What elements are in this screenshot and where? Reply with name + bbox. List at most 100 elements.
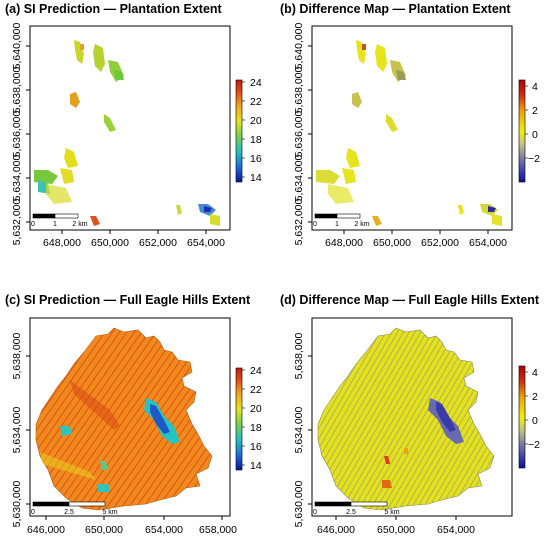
feature <box>100 460 108 470</box>
patch <box>356 40 366 64</box>
patch <box>386 114 398 132</box>
panel-d-scale-bar: 0 2.5 5 km <box>313 501 400 516</box>
patch <box>342 168 356 184</box>
x-tick-label: 654,000 <box>187 237 225 249</box>
legend-tick: 20 <box>250 115 262 127</box>
feature <box>436 402 456 432</box>
scale-label: 2 km <box>354 221 369 228</box>
x-tick-label: 650,000 <box>85 524 123 536</box>
y-tick-label: 5,636,000 <box>293 110 305 157</box>
panel-a-y-axis: 5,640,000 5,638,000 5,636,000 5,634,000 … <box>11 22 30 245</box>
patch <box>210 214 220 226</box>
feature <box>404 448 408 454</box>
panel-d-x-axis: 646,000 650,000 654,000 <box>317 516 475 536</box>
patch <box>64 148 78 168</box>
color-bar <box>518 365 526 469</box>
panel-a-frame <box>29 25 231 231</box>
patch <box>46 184 72 204</box>
feature <box>70 380 120 430</box>
y-tick-label: 5,632,000 <box>293 198 305 245</box>
y-tick-label: 5,634,000 <box>11 154 23 201</box>
y-tick-label: 5,632,000 <box>11 198 23 245</box>
patch <box>316 170 340 184</box>
y-tick-label: 5,640,000 <box>293 22 305 69</box>
feature <box>60 426 72 436</box>
panel-b-title: (b) Difference Map — Plantation Extent <box>280 2 511 16</box>
y-tick-label: 5,634,000 <box>11 406 23 453</box>
x-tick-label: 652,000 <box>139 237 177 249</box>
panel-c-legend: 24 22 20 18 16 14 <box>235 365 262 472</box>
y-tick-label: 5,634,000 <box>293 154 305 201</box>
patch <box>492 214 502 226</box>
feature <box>98 484 110 492</box>
patch <box>346 148 360 168</box>
legend-tick: 4 <box>532 81 538 93</box>
panel-c-scale-bar: 0 2.5 5 km <box>31 501 118 516</box>
panel-d-extent <box>317 327 495 511</box>
patch <box>396 70 406 80</box>
legend-tick: 4 <box>532 367 538 379</box>
x-tick-label: 646,000 <box>317 524 355 536</box>
panel-a-title: (a) SI Prediction — Plantation Extent <box>5 2 222 16</box>
scale-label: 0 <box>313 509 317 516</box>
y-tick-label: 5,638,000 <box>293 66 305 113</box>
legend-tick: 16 <box>250 441 262 453</box>
scale-label: 2.5 <box>64 509 74 516</box>
legend-tick: 20 <box>250 403 262 415</box>
x-tick-label: 654,000 <box>469 237 507 249</box>
legend-tick: 24 <box>250 365 262 377</box>
patch <box>362 44 366 50</box>
panel-d-features <box>382 398 464 488</box>
panel-d-legend: 4 2 0 −2 <box>518 365 540 469</box>
patch <box>80 44 84 50</box>
x-tick-label: 658,000 <box>199 524 237 536</box>
panel-d-title: (d) Difference Map — Full Eagle Hills Ex… <box>280 293 540 307</box>
y-tick-label: 5,638,000 <box>11 66 23 113</box>
feature <box>384 456 390 464</box>
x-tick-label: 648,000 <box>325 237 363 249</box>
legend-tick: 2 <box>532 105 538 117</box>
feature <box>150 404 170 434</box>
x-tick-label: 646,000 <box>27 524 65 536</box>
panel-c-extent <box>35 327 213 511</box>
legend-tick: −2 <box>528 439 540 451</box>
y-tick-label: 5,636,000 <box>11 110 23 157</box>
panel-a-x-axis: 648,000 650,000 652,000 654,000 <box>43 230 225 249</box>
patch <box>372 216 382 226</box>
scale-label: 0 <box>31 509 35 516</box>
y-tick-label: 5,634,000 <box>293 406 305 453</box>
color-bar <box>518 79 526 183</box>
patch <box>60 168 74 184</box>
scale-label: 0 <box>31 221 35 228</box>
patch <box>204 206 212 212</box>
scale-label: 2 km <box>72 221 87 228</box>
panel-a-legend: 24 22 20 18 16 14 <box>235 77 262 184</box>
x-tick-label: 654,000 <box>437 524 475 536</box>
panel-c-frame <box>29 317 231 517</box>
scale-label: 5 km <box>384 509 399 516</box>
panel-c-title: (c) SI Prediction — Full Eagle Hills Ext… <box>5 293 251 307</box>
feature <box>40 452 96 480</box>
legend-tick: 18 <box>250 422 262 434</box>
panel-c-x-axis: 646,000 650,000 654,000 658,000 <box>27 516 237 536</box>
scale-label: 1 <box>335 221 339 228</box>
legend-tick: 22 <box>250 96 262 108</box>
scale-label: 5 km <box>102 509 117 516</box>
panel-d-y-axis: 5,638,000 5,634,000 5,630,000 <box>293 332 312 527</box>
panel-b-y-axis: 5,640,000 5,638,000 5,636,000 5,634,000 … <box>293 22 312 245</box>
x-tick-label: 650,000 <box>91 237 129 249</box>
patch <box>74 40 84 64</box>
panel-b-x-axis: 648,000 650,000 652,000 654,000 <box>325 230 507 249</box>
x-tick-label: 652,000 <box>421 237 459 249</box>
panel-b-plantation-patches <box>316 40 502 226</box>
legend-tick: 2 <box>532 391 538 403</box>
patch <box>93 44 105 72</box>
patch <box>34 170 58 184</box>
panel-c-features <box>40 380 180 492</box>
x-tick-label: 654,000 <box>145 524 183 536</box>
patch <box>70 92 80 108</box>
legend-tick: 0 <box>532 415 538 427</box>
legend-tick: 14 <box>250 460 262 472</box>
x-tick-label: 650,000 <box>373 237 411 249</box>
